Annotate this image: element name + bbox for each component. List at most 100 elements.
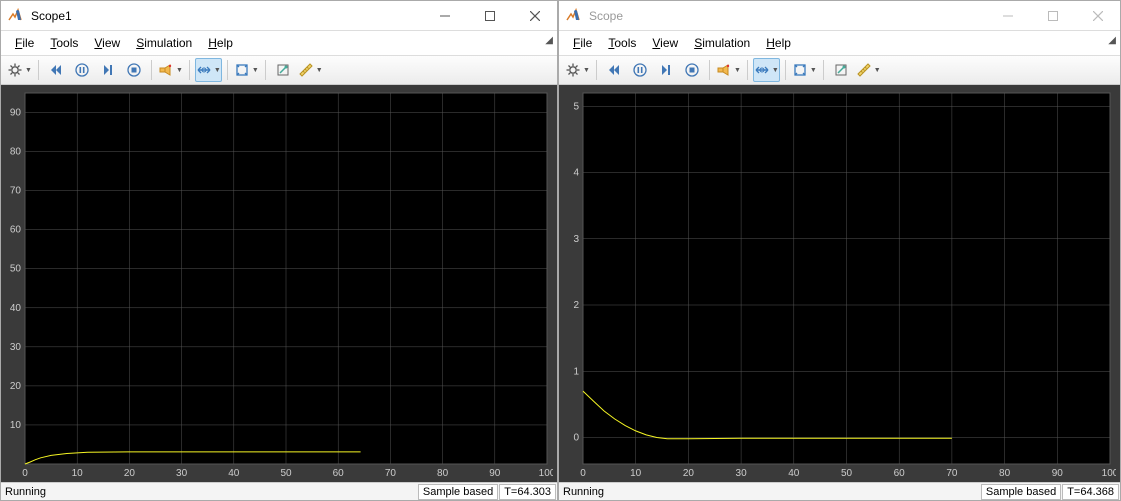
window-controls (985, 1, 1120, 30)
rewind-button[interactable] (44, 58, 68, 82)
svg-text:10: 10 (72, 468, 84, 479)
menu-file[interactable]: File (565, 34, 600, 52)
window-title: Scope (587, 9, 985, 23)
toolbar-separator (189, 60, 190, 80)
plot-svg[interactable]: 0102030405060708090100012345 (561, 87, 1116, 482)
plot-area: ▣ 01020304050607080901001020304050607080… (1, 85, 557, 482)
titlebar[interactable]: Scope1 (1, 1, 557, 31)
svg-text:90: 90 (10, 108, 22, 119)
svg-text:80: 80 (999, 468, 1011, 479)
toolbar-separator (596, 60, 597, 80)
svg-text:30: 30 (736, 468, 748, 479)
autoscale-button[interactable]: ▼ (791, 58, 818, 82)
zoom-x-button[interactable]: ▼ (195, 58, 222, 82)
status-mode: Sample based (981, 484, 1061, 500)
measure-button[interactable]: ▼ (297, 58, 324, 82)
statusbar: Running Sample based T=64.303 (1, 482, 557, 500)
autoscale-button[interactable]: ▼ (233, 58, 260, 82)
svg-text:70: 70 (10, 186, 22, 197)
status-mode: Sample based (418, 484, 498, 500)
status-running: Running (559, 486, 981, 498)
svg-text:20: 20 (124, 468, 136, 479)
svg-text:40: 40 (228, 468, 240, 479)
toolbar-separator (151, 60, 152, 80)
highlight-button[interactable]: ▼ (715, 58, 742, 82)
maximize-button[interactable] (1030, 1, 1075, 30)
window-controls (422, 1, 557, 30)
svg-text:30: 30 (176, 468, 188, 479)
settings-button[interactable]: ▼ (6, 58, 33, 82)
svg-text:50: 50 (10, 264, 22, 275)
menu-simulation[interactable]: Simulation (686, 34, 758, 52)
toolbar: ▼ ▼ ▼ ▼ ▼ (1, 55, 557, 85)
close-button[interactable] (512, 1, 557, 30)
window-title: Scope1 (29, 9, 422, 23)
svg-text:90: 90 (489, 468, 501, 479)
toolbar-separator (785, 60, 786, 80)
menubar: FileToolsViewSimulationHelp ◢ (559, 31, 1120, 55)
svg-text:40: 40 (788, 468, 800, 479)
statusbar: Running Sample based T=64.368 (559, 482, 1120, 500)
svg-text:20: 20 (683, 468, 695, 479)
menu-tools[interactable]: Tools (42, 34, 86, 52)
svg-text:100: 100 (1102, 468, 1116, 479)
svg-text:1: 1 (573, 366, 579, 377)
stop-button[interactable] (680, 58, 704, 82)
triangle-button[interactable] (829, 58, 853, 82)
status-time: T=64.303 (499, 484, 556, 500)
rewind-button[interactable] (602, 58, 626, 82)
svg-text:70: 70 (385, 468, 397, 479)
svg-text:2: 2 (573, 300, 579, 311)
pause-button[interactable] (70, 58, 94, 82)
svg-text:0: 0 (580, 468, 586, 479)
menu-help[interactable]: Help (200, 34, 241, 52)
menu-help[interactable]: Help (758, 34, 799, 52)
plot-svg[interactable]: 0102030405060708090100102030405060708090 (3, 87, 553, 482)
menu-view[interactable]: View (644, 34, 686, 52)
zoom-x-button[interactable]: ▼ (753, 58, 780, 82)
svg-text:50: 50 (841, 468, 853, 479)
svg-text:100: 100 (539, 468, 553, 479)
menu-simulation[interactable]: Simulation (128, 34, 200, 52)
svg-text:60: 60 (10, 225, 22, 236)
svg-text:4: 4 (573, 168, 579, 179)
menu-tools[interactable]: Tools (600, 34, 644, 52)
step-button[interactable] (96, 58, 120, 82)
scope-window-2: Scope FileToolsViewSimulationHelp ◢ ▼ ▼ ▼… (558, 0, 1121, 501)
stop-button[interactable] (122, 58, 146, 82)
svg-text:90: 90 (1052, 468, 1064, 479)
menu-file[interactable]: File (7, 34, 42, 52)
plot-area: ▣ 0102030405060708090100012345 (559, 85, 1120, 482)
menu-corner-icon[interactable]: ◢ (1108, 35, 1116, 46)
toolbar-separator (747, 60, 748, 80)
step-button[interactable] (654, 58, 678, 82)
maximize-button[interactable] (467, 1, 512, 30)
toolbar-separator (823, 60, 824, 80)
svg-text:20: 20 (10, 381, 22, 392)
menubar: FileToolsViewSimulationHelp ◢ (1, 31, 557, 55)
app-icon (7, 8, 23, 24)
titlebar[interactable]: Scope (559, 1, 1120, 31)
status-running: Running (1, 486, 418, 498)
svg-text:0: 0 (573, 433, 579, 444)
svg-text:80: 80 (10, 147, 22, 158)
minimize-button[interactable] (985, 1, 1030, 30)
close-button[interactable] (1075, 1, 1120, 30)
highlight-button[interactable]: ▼ (157, 58, 184, 82)
svg-text:70: 70 (946, 468, 958, 479)
svg-text:50: 50 (280, 468, 292, 479)
triangle-button[interactable] (271, 58, 295, 82)
toolbar-separator (227, 60, 228, 80)
minimize-button[interactable] (422, 1, 467, 30)
toolbar-separator (709, 60, 710, 80)
svg-text:40: 40 (10, 303, 22, 314)
menu-corner-icon[interactable]: ◢ (545, 35, 553, 46)
measure-button[interactable]: ▼ (855, 58, 882, 82)
settings-button[interactable]: ▼ (564, 58, 591, 82)
svg-text:80: 80 (437, 468, 449, 479)
menu-view[interactable]: View (86, 34, 128, 52)
svg-text:30: 30 (10, 342, 22, 353)
pause-button[interactable] (628, 58, 652, 82)
toolbar: ▼ ▼ ▼ ▼ ▼ (559, 55, 1120, 85)
app-icon (565, 8, 581, 24)
